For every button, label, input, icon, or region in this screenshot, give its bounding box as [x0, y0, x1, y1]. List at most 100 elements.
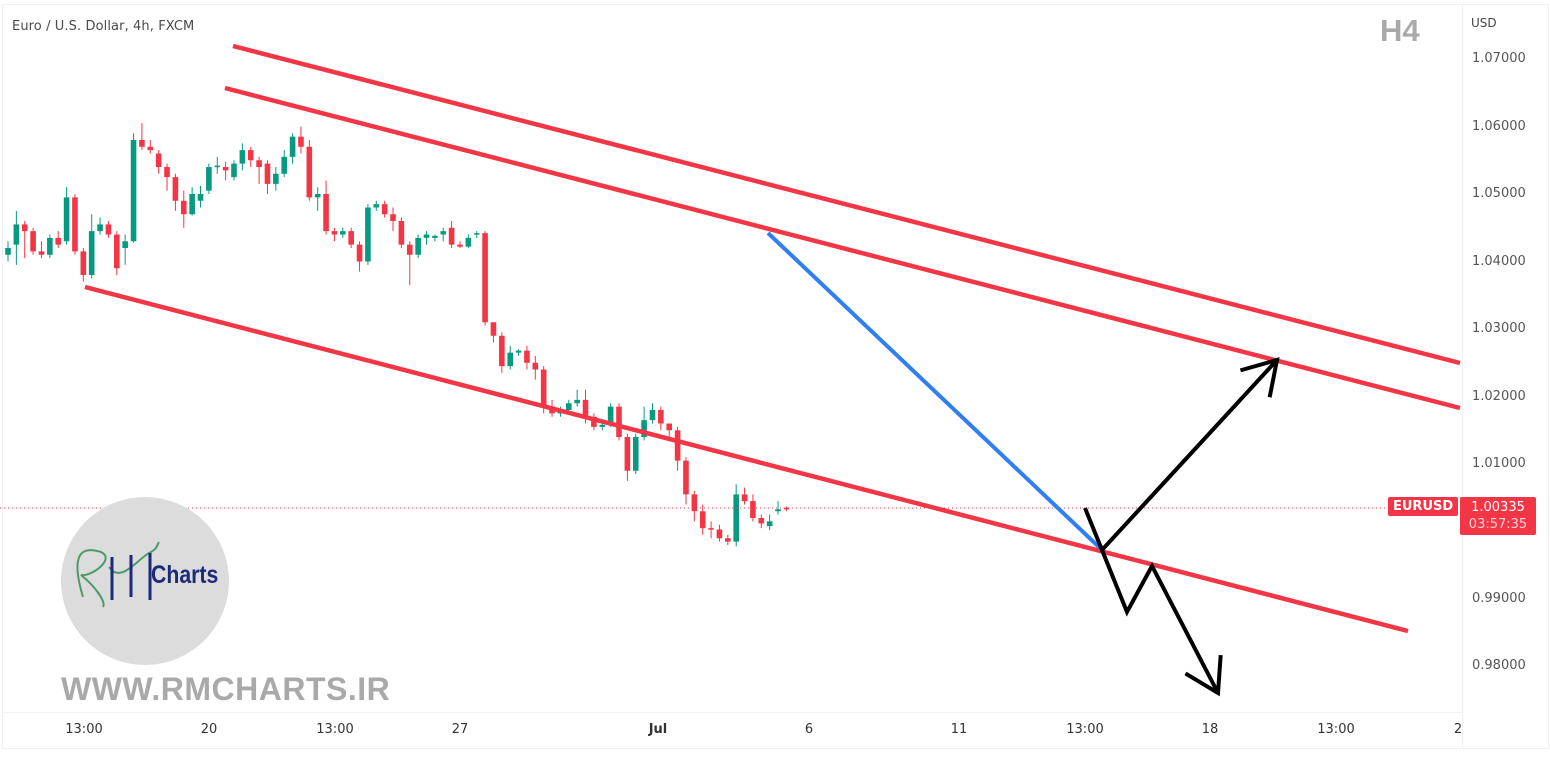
- drawings-layer[interactable]: [84, 43, 1461, 697]
- candle: [666, 423, 673, 431]
- candle: [632, 437, 639, 471]
- candle: [432, 235, 438, 238]
- time-tick: 13:00: [1317, 722, 1355, 737]
- candle: [507, 352, 513, 367]
- price-axis[interactable]: [1462, 4, 1548, 747]
- candle: [373, 204, 380, 208]
- candle: [130, 140, 137, 242]
- price-axis-currency[interactable]: USD: [1471, 16, 1497, 30]
- candle: [55, 237, 62, 245]
- candle: [314, 194, 321, 198]
- candle: [616, 406, 622, 437]
- candle: [139, 140, 145, 147]
- price-tick: 1.05000: [1472, 186, 1526, 201]
- candle: [381, 204, 388, 215]
- candle: [716, 529, 723, 539]
- candle: [448, 227, 455, 245]
- price-tick: 0.98000: [1472, 658, 1526, 673]
- candle: [5, 248, 11, 255]
- candle: [490, 322, 497, 336]
- candle: [683, 460, 689, 495]
- candle: [306, 146, 313, 198]
- candle: [298, 136, 304, 147]
- candle: [88, 231, 95, 275]
- candle: [289, 136, 296, 157]
- candle: [624, 437, 631, 471]
- candle: [273, 173, 279, 184]
- channel-upper-line[interactable]: [232, 43, 1461, 366]
- candle: [164, 167, 170, 178]
- candle: [750, 501, 756, 518]
- candle: [457, 244, 463, 247]
- bullish-scenario-arrow[interactable]: [1083, 358, 1279, 554]
- candle: [515, 350, 522, 353]
- time-tick: 13:00: [1066, 722, 1104, 737]
- candle: [758, 518, 765, 524]
- candle: [708, 528, 714, 530]
- candle: [180, 200, 187, 215]
- rmcharts-logo: Charts: [61, 497, 229, 665]
- candle: [390, 214, 396, 221]
- candle: [699, 511, 706, 529]
- candle: [122, 241, 128, 248]
- candle: [649, 410, 656, 421]
- candle: [482, 233, 488, 323]
- candle: [97, 224, 103, 232]
- candle: [658, 410, 664, 424]
- time-tick: 18: [1201, 722, 1219, 737]
- candle: [80, 251, 87, 275]
- candle: [323, 194, 329, 232]
- last-price-value: 1.00335: [1471, 500, 1525, 515]
- price-tick: 1.06000: [1472, 119, 1526, 134]
- candle: [348, 231, 354, 245]
- time-axis[interactable]: [2, 712, 1462, 713]
- time-tick: 6: [804, 722, 814, 737]
- symbol-badge: EURUSD: [1388, 497, 1459, 516]
- candle: [21, 224, 28, 232]
- downtrend-line[interactable]: [766, 231, 1102, 550]
- candle: [465, 237, 472, 247]
- candle: [565, 403, 572, 410]
- arrowhead-icon: [1239, 357, 1280, 398]
- price-tick: 1.01000: [1472, 456, 1526, 471]
- chart-pane[interactable]: [2, 4, 1549, 749]
- candle: [331, 231, 338, 235]
- candle: [13, 224, 20, 245]
- last-price-badge: 1.00335 03:57:35: [1460, 497, 1536, 535]
- bar-countdown: 03:57:35: [1468, 517, 1528, 532]
- candle: [674, 430, 681, 461]
- candle: [766, 521, 773, 527]
- candle: [398, 221, 405, 245]
- candle: [114, 234, 120, 269]
- candle: [365, 207, 371, 262]
- time-tick: 20: [200, 722, 218, 737]
- candle: [473, 233, 480, 235]
- candle: [281, 156, 288, 174]
- candle: [607, 406, 614, 425]
- bearish-scenario-arrow[interactable]: [1100, 549, 1220, 694]
- candle: [231, 163, 237, 178]
- candle: [172, 177, 179, 201]
- candle: [691, 494, 698, 512]
- candle: [197, 194, 204, 201]
- candle: [256, 160, 262, 167]
- candle: [247, 150, 254, 161]
- channel-lower-line[interactable]: [84, 284, 1409, 634]
- candle: [30, 231, 36, 252]
- price-tick: 1.07000: [1472, 51, 1526, 66]
- symbol-title[interactable]: Euro / U.S. Dollar, 4h, FXCM: [12, 19, 195, 34]
- candle: [775, 509, 781, 512]
- candle: [423, 234, 430, 238]
- candle: [725, 538, 731, 542]
- logo-candles-icon: [76, 541, 160, 608]
- channel-middle-line[interactable]: [224, 85, 1461, 411]
- website-watermark: WWW.RMCHARTS.IR: [61, 671, 391, 707]
- candle: [582, 399, 589, 417]
- candle: [641, 420, 647, 437]
- candle: [264, 163, 271, 184]
- candle: [741, 494, 748, 502]
- candle: [38, 251, 45, 255]
- logo-text: Charts: [151, 561, 219, 589]
- candle: [214, 165, 221, 168]
